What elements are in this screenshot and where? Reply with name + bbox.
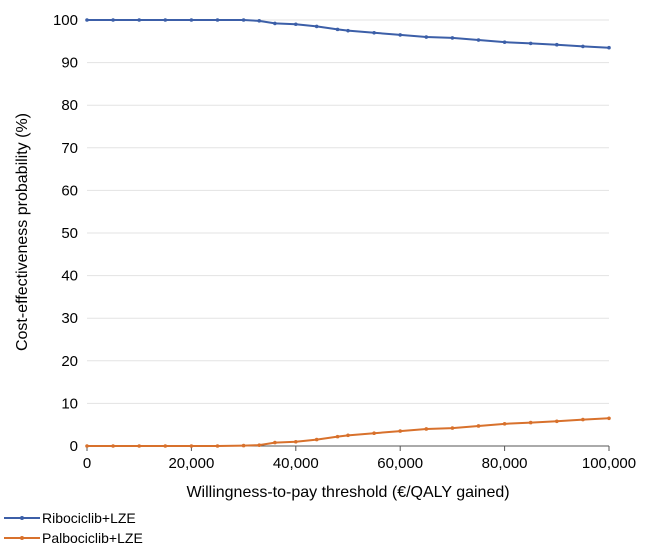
data-point bbox=[137, 444, 141, 448]
data-point bbox=[398, 33, 403, 37]
y-tick-label: 40 bbox=[61, 268, 78, 285]
data-point bbox=[555, 419, 559, 424]
data-point bbox=[241, 18, 246, 22]
y-tick-label: 10 bbox=[61, 395, 78, 412]
y-tick-label: 90 bbox=[61, 55, 78, 72]
x-axis-title: Willingness-to-pay threshold (€/QALY gai… bbox=[186, 484, 509, 501]
legend-swatch-ribociclib bbox=[4, 516, 40, 520]
x-tick-label: 20,000 bbox=[168, 455, 214, 472]
legend-label-ribociclib: Ribociclib+LZE bbox=[42, 510, 136, 526]
x-tick-label: 60,000 bbox=[377, 455, 423, 472]
gridlines bbox=[87, 19, 609, 404]
data-point bbox=[85, 444, 89, 448]
data-point bbox=[257, 443, 262, 447]
y-tick-label: 100 bbox=[53, 12, 78, 29]
data-point bbox=[372, 30, 376, 35]
series-palbociclib bbox=[85, 416, 611, 448]
x-tick-label: 100,000 bbox=[582, 455, 636, 472]
data-point bbox=[555, 42, 559, 47]
data-point bbox=[528, 420, 533, 425]
data-point bbox=[346, 28, 350, 33]
data-point bbox=[215, 18, 220, 22]
x-tick-label: 0 bbox=[83, 455, 91, 472]
data-point bbox=[581, 44, 585, 49]
y-axis-title: Cost-effectiveness probability (%) bbox=[14, 113, 31, 351]
data-point bbox=[257, 19, 262, 23]
y-axis-ticks: 0 10 20 30 40 50 60 70 80 90 100 bbox=[53, 12, 78, 455]
data-point bbox=[111, 18, 115, 22]
data-point bbox=[450, 426, 455, 430]
data-point bbox=[424, 35, 429, 39]
legend-item-palbociclib: Palbociclib+LZE bbox=[4, 528, 143, 548]
data-point bbox=[581, 417, 585, 422]
y-tick-label: 60 bbox=[61, 182, 78, 199]
data-point bbox=[137, 18, 141, 22]
data-point bbox=[241, 443, 246, 448]
data-point bbox=[607, 416, 611, 421]
data-point bbox=[607, 45, 611, 50]
data-point bbox=[314, 437, 319, 442]
y-tick-label: 50 bbox=[61, 225, 78, 242]
data-point bbox=[189, 18, 194, 22]
data-point bbox=[528, 41, 533, 46]
data-point bbox=[335, 27, 340, 32]
y-tick-label: 0 bbox=[70, 438, 78, 455]
y-tick-label: 80 bbox=[61, 97, 78, 114]
x-axis-ticks: 0 20,000 40,000 60,000 80,000 100,000 bbox=[83, 446, 636, 472]
data-point bbox=[398, 429, 403, 433]
data-point bbox=[476, 424, 481, 428]
data-point bbox=[346, 433, 350, 438]
data-point bbox=[111, 444, 115, 448]
data-point bbox=[424, 427, 429, 431]
legend: Ribociclib+LZE Palbociclib+LZE bbox=[4, 508, 143, 548]
data-point bbox=[163, 444, 168, 448]
data-point bbox=[335, 434, 340, 439]
data-point bbox=[502, 422, 507, 426]
data-point bbox=[476, 38, 481, 42]
data-point bbox=[294, 22, 298, 27]
y-tick-label: 20 bbox=[61, 353, 78, 370]
data-point bbox=[372, 431, 376, 436]
data-point bbox=[273, 21, 277, 26]
x-tick-label: 40,000 bbox=[273, 455, 319, 472]
y-tick-label: 70 bbox=[61, 140, 78, 157]
data-point bbox=[294, 439, 298, 444]
legend-swatch-palbociclib bbox=[4, 536, 40, 540]
data-point bbox=[314, 24, 319, 29]
data-point bbox=[85, 18, 89, 22]
data-point bbox=[450, 36, 455, 40]
data-point bbox=[189, 444, 194, 448]
x-tick-label: 80,000 bbox=[482, 455, 528, 472]
series-ribociclib bbox=[85, 18, 611, 50]
legend-label-palbociclib: Palbociclib+LZE bbox=[42, 530, 143, 546]
legend-item-ribociclib: Ribociclib+LZE bbox=[4, 508, 143, 528]
data-point bbox=[502, 40, 507, 44]
series-layer bbox=[85, 18, 611, 448]
data-point bbox=[215, 444, 220, 448]
data-point bbox=[273, 440, 277, 445]
cost-effectiveness-acceptability-chart: 0 20,000 40,000 60,000 80,000 100,000 0 10 20 30… bbox=[14, 12, 636, 501]
y-tick-label: 30 bbox=[61, 310, 78, 327]
data-point bbox=[163, 18, 168, 22]
